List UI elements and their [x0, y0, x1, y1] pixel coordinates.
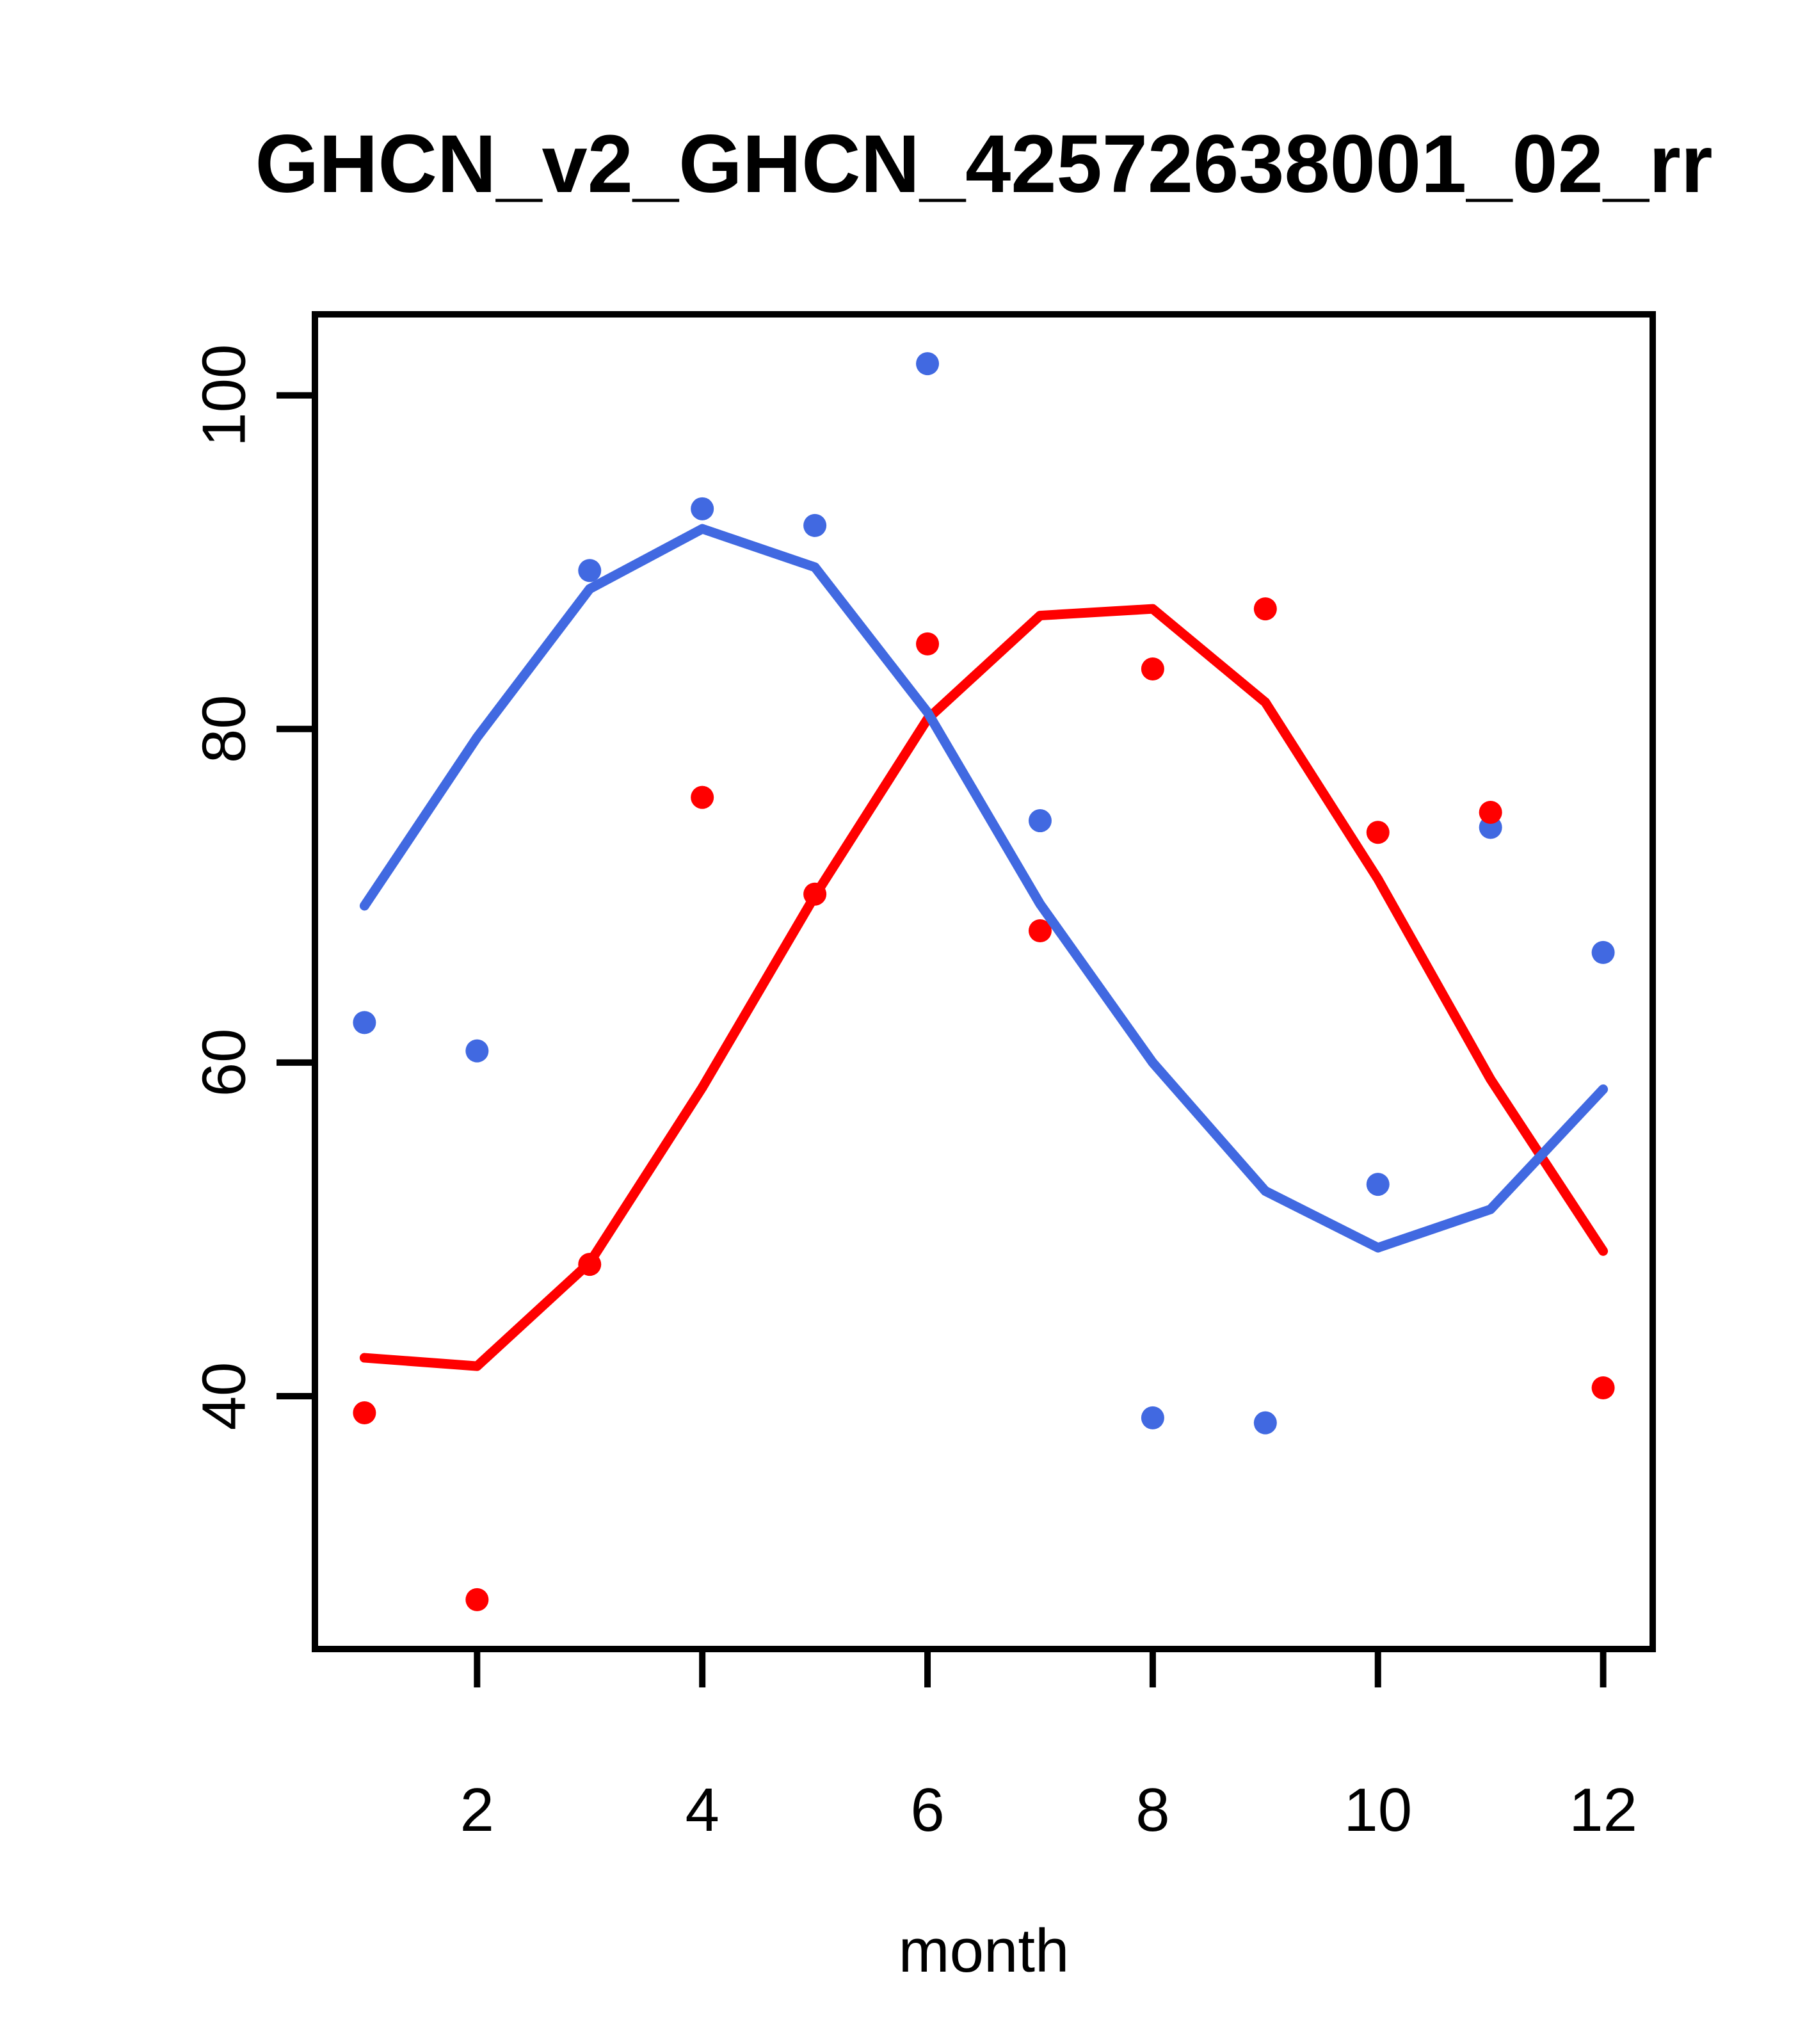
data-point-red-points	[1141, 657, 1164, 680]
axes: 2 4 6 8 10 12 40 60 80 100	[190, 344, 1637, 1844]
data-point-blue-points	[916, 352, 940, 376]
data-point-red-points	[916, 632, 940, 656]
data-point-red-points	[465, 1588, 489, 1611]
x-tick-label: 12	[1569, 1776, 1637, 1844]
x-axis-title: month	[899, 1917, 1070, 1985]
x-tick-label: 6	[910, 1776, 944, 1844]
data-point-blue-points	[1028, 809, 1052, 833]
plot-marks	[353, 352, 1615, 1611]
data-point-red-points	[353, 1401, 376, 1425]
x-tick-label: 2	[460, 1776, 494, 1844]
x-tick-label: 4	[685, 1776, 719, 1844]
data-point-blue-points	[1253, 1411, 1277, 1435]
data-point-blue-points	[578, 559, 602, 583]
data-point-blue-points	[1141, 1406, 1164, 1429]
data-point-blue-points	[1366, 1173, 1390, 1196]
plot-title: GHCN_v2_GHCN_42572638001_02_rr	[255, 118, 1712, 210]
blue-lowess-line	[359, 524, 1609, 1253]
data-point-red-points	[1028, 919, 1052, 943]
x-tick-label: 8	[1136, 1776, 1169, 1844]
data-point-blue-points	[465, 1039, 489, 1063]
y-tick-label: 60	[190, 1028, 259, 1097]
data-point-blue-points	[353, 1011, 376, 1034]
y-tick-label: 100	[190, 344, 259, 447]
red-lowess-line	[359, 604, 1609, 1371]
y-tick-label: 40	[190, 1362, 259, 1431]
data-point-red-points	[691, 785, 714, 809]
plot-border	[312, 311, 1656, 1652]
data-point-red-points	[1366, 821, 1390, 844]
data-point-red-points	[1253, 597, 1277, 621]
y-tick-label: 80	[190, 695, 259, 763]
data-point-blue-points	[1591, 940, 1615, 964]
data-point-red-points	[1591, 1376, 1615, 1399]
data-point-blue-points	[803, 513, 827, 537]
data-point-red-points	[1479, 801, 1502, 825]
data-point-blue-points	[691, 497, 714, 520]
x-tick-label: 10	[1344, 1776, 1412, 1844]
